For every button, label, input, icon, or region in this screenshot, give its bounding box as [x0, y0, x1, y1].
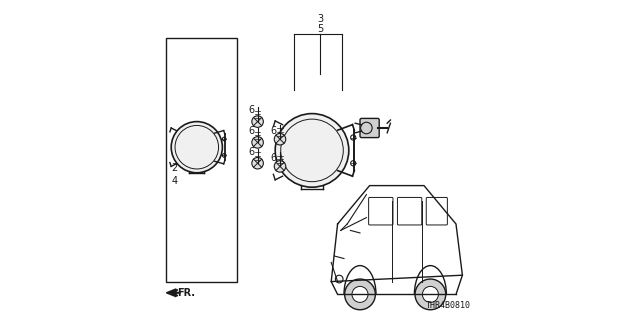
Text: 3: 3 [317, 14, 323, 24]
FancyBboxPatch shape [426, 197, 447, 225]
Circle shape [172, 122, 223, 173]
Text: 6: 6 [248, 105, 254, 116]
Circle shape [415, 279, 446, 310]
Circle shape [223, 137, 226, 141]
Text: 6: 6 [271, 126, 276, 136]
Text: 2: 2 [172, 163, 177, 173]
Circle shape [335, 275, 343, 283]
Circle shape [275, 114, 349, 187]
FancyBboxPatch shape [360, 118, 380, 138]
Text: FR.: FR. [178, 288, 196, 298]
Text: 4: 4 [172, 176, 177, 186]
Circle shape [344, 279, 376, 310]
Text: THR4B0810: THR4B0810 [426, 301, 470, 310]
Circle shape [223, 154, 226, 157]
FancyBboxPatch shape [397, 197, 422, 225]
Circle shape [275, 161, 285, 172]
Text: 6: 6 [248, 126, 254, 136]
Circle shape [352, 286, 368, 302]
Circle shape [252, 137, 264, 148]
Circle shape [252, 116, 264, 127]
Text: 6: 6 [271, 153, 276, 164]
Bar [166, 38, 237, 282]
Polygon shape [166, 289, 176, 297]
Text: 5: 5 [317, 24, 323, 34]
Circle shape [252, 157, 264, 169]
FancyBboxPatch shape [369, 197, 393, 225]
Text: 6: 6 [248, 147, 254, 157]
Circle shape [351, 161, 356, 166]
Circle shape [275, 133, 285, 145]
Circle shape [351, 135, 356, 140]
Circle shape [422, 286, 438, 302]
